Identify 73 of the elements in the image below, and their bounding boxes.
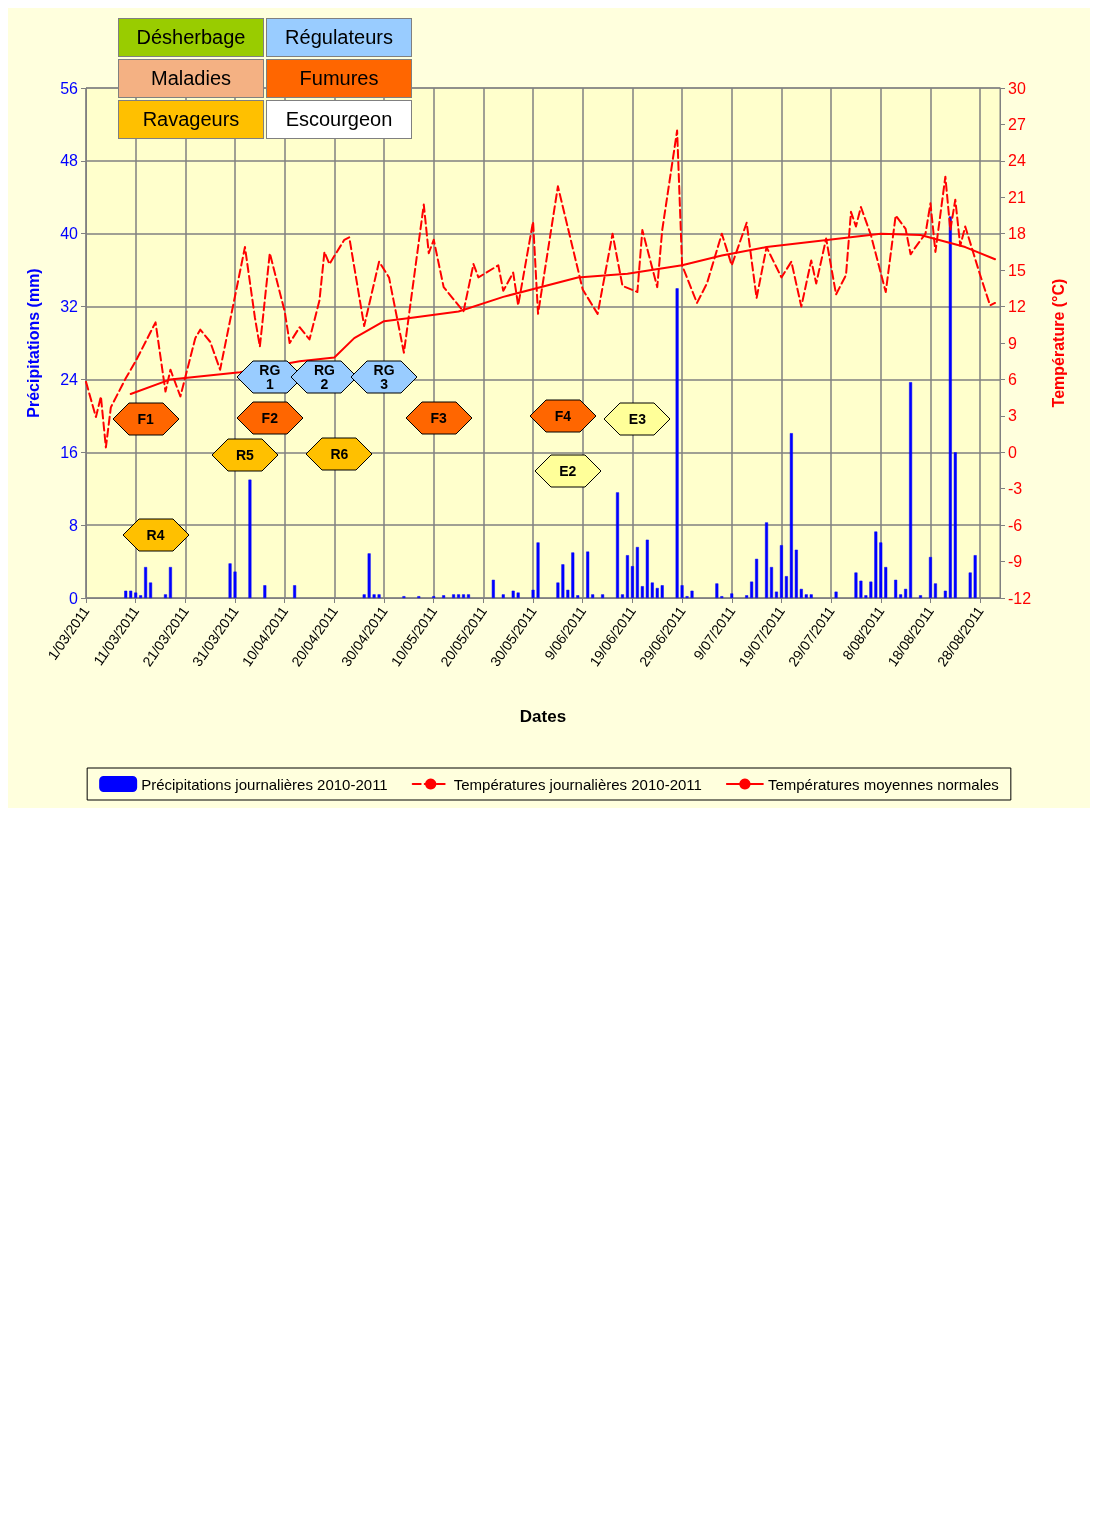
y2-tick-label: 24 [1008,152,1026,170]
bar [601,594,605,598]
bar [501,594,505,598]
bar [293,585,297,598]
bar [774,591,778,598]
y2-tick-label: 15 [1008,261,1026,279]
y-tick-label: 48 [60,152,79,170]
y2-tick-label: -3 [1008,480,1023,498]
annotation: R6 [329,445,350,465]
bar [248,479,252,598]
bar [919,595,923,598]
y-tick-label: 0 [69,589,79,607]
bar [462,594,466,598]
annotation: F1 [136,409,155,429]
bar [163,594,167,598]
annotation: RG 1 [258,360,282,394]
annotation: R4 [145,526,166,546]
bar [442,595,446,598]
key-box: Maladies [118,59,264,98]
legend-label: Précipitations journalières 2010-2011 [141,775,388,793]
key-box: Escourgeon [266,100,412,139]
y2-tick-label: 30 [1008,79,1026,97]
annotation: E2 [558,461,578,481]
key-box: Fumures [266,59,412,98]
bar [779,545,783,598]
bar [466,594,470,598]
y2-tick-label: -9 [1008,553,1023,571]
y2-tick-label: 6 [1008,370,1017,388]
key-box: Ravageurs [118,100,264,139]
annotation: RG 3 [372,360,396,394]
line-series [85,129,997,449]
legend-label: Températures moyennes normales [767,775,999,793]
y-tick-label: 32 [60,298,79,316]
bar [770,567,773,598]
y-tick-label: 40 [60,225,79,243]
y2-tick-label: -12 [1008,589,1032,607]
y2-tick-label: 0 [1008,443,1017,461]
y2-axis-title: Température (°C) [1049,278,1067,408]
bar [263,585,267,598]
y-tick-label: 24 [60,370,79,388]
bar [765,522,769,598]
bar [168,567,172,598]
y2-tick-label: 9 [1008,334,1017,352]
bar [834,591,838,598]
y-tick-label: 8 [69,516,79,534]
annotation: RG 2 [312,360,336,394]
bar [491,579,495,598]
key-box: Régulateurs [266,18,412,57]
y2-tick-label: 3 [1008,407,1017,425]
y2-tick-label: 18 [1008,225,1026,243]
annotation: R5 [235,446,255,465]
y2-tick-label: 12 [1008,298,1026,316]
y-axis-title: Précipitations (mm) [24,268,42,418]
y-tick-label: 56 [60,79,79,97]
annotation: F3 [429,408,448,428]
y2-tick-label: 21 [1008,188,1026,206]
y2-tick-label: 27 [1008,115,1026,133]
annotation: F4 [553,406,573,426]
bar [928,557,932,598]
key-box: Désherbage [118,18,264,57]
bar [616,492,620,598]
bar [457,594,461,598]
bar [620,594,624,598]
legend-label: Températures journalières 2010-2011 [453,775,702,793]
y2-tick-label: -6 [1008,516,1023,534]
x-axis-title: Dates [519,707,567,726]
annotation: F2 [260,408,279,428]
annotation: E3 [627,409,647,429]
bar [452,594,456,598]
bar [933,583,937,598]
bar [730,593,734,598]
bar [625,555,629,598]
y-tick-label: 16 [60,443,79,461]
